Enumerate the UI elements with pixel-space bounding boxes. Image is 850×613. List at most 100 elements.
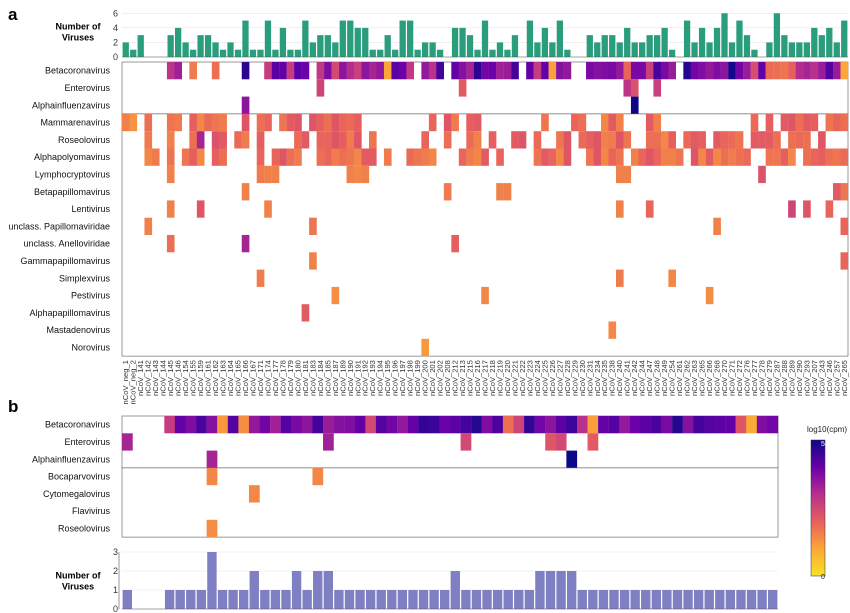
heatmap-a-cell (428, 113, 437, 132)
heatmap-a-cell (645, 113, 654, 132)
heatmap-a-cell (571, 113, 579, 132)
heatmap-b-cell (714, 416, 726, 434)
heatmap-a-cell (601, 113, 609, 132)
heatmap-a-cell (481, 148, 489, 166)
heatmap-a-cell (256, 269, 265, 287)
heatmap-a-cell (765, 148, 774, 166)
heatmap-a-cell (219, 113, 227, 132)
heatmap-a-cell (773, 62, 781, 80)
count-a-tick-label: 4 (113, 23, 118, 33)
heatmap-a-cell (294, 113, 302, 132)
heatmap-a-cell (144, 131, 153, 149)
sample-label: nCoV_216 (473, 360, 482, 396)
heatmap-a-cell (354, 113, 362, 132)
heatmap-b-cell (248, 416, 260, 434)
heatmap-a-cell (623, 62, 632, 80)
heatmap-b-cell (576, 416, 588, 434)
heatmap-a-cell (720, 62, 729, 80)
heatmap-a-cell (601, 131, 609, 149)
sample-label: nCoV_229 (570, 360, 579, 396)
count-b-bar (683, 590, 693, 609)
heatmap-a-cell (615, 113, 624, 132)
heatmap-a-cell (608, 62, 617, 80)
heatmap-a-cell (264, 62, 272, 80)
count-a-bar (736, 20, 743, 58)
legend-colorbar (810, 439, 826, 577)
count-a-bar (818, 35, 825, 57)
heatmap-a-cell (286, 113, 295, 132)
heatmap-b-cell (471, 416, 482, 434)
heatmap-a-cell (705, 62, 714, 80)
heatmap-a-cell (361, 165, 370, 184)
heatmap-a-cell (750, 62, 759, 80)
heatmap-a-cell (735, 131, 744, 149)
count-a-bar (399, 20, 406, 58)
count-a-tick-label: 2 (113, 37, 118, 47)
heatmap-a-cell (675, 148, 684, 166)
heatmap-b-cell (661, 416, 673, 434)
count-a-bar (362, 27, 369, 57)
sample-label: nCoV_290 (795, 360, 804, 396)
count-a-bar (654, 35, 661, 57)
sample-label: nCoV_262 (683, 360, 692, 396)
count-a-label-line1: Number of (56, 22, 102, 32)
heatmap-a-row-label: Alphapolyomavirus (34, 152, 111, 162)
heatmap-a-cell (473, 113, 482, 132)
count-b-bar (450, 571, 460, 609)
sample-label: nCoV_142 (144, 360, 153, 396)
count-a-bar (721, 13, 728, 58)
count-a-bar (197, 35, 204, 57)
heatmap-a-cell (241, 131, 250, 149)
count-a-bar (661, 27, 668, 57)
count-a-bar (713, 27, 721, 57)
heatmap-a-cell (825, 62, 834, 80)
count-a-bar (130, 49, 137, 57)
heatmap-a-cell (368, 148, 377, 166)
heatmap-a-cell (825, 200, 834, 218)
sample-label: nCoV_171 (256, 360, 265, 396)
heatmap-b-cell (291, 416, 303, 434)
heatmap-a-cell (286, 62, 295, 80)
heatmap-a-cell (324, 113, 332, 132)
count-b-bar (672, 590, 683, 609)
sample-label: nCoV_289 (787, 360, 796, 396)
heatmap-a-row-label: Roseolovirus (58, 135, 111, 145)
heatmap-a-cell (690, 62, 699, 80)
heatmap-b-cell (566, 450, 578, 468)
heatmap-a-cell (436, 62, 444, 80)
heatmap-a-cell (488, 62, 497, 80)
count-a-bar (526, 20, 534, 58)
heatmap-b-cell (756, 416, 768, 434)
sample-label: nCoV_257 (832, 360, 841, 396)
heatmap-a-cell (398, 62, 407, 80)
count-b-bar (630, 590, 640, 609)
count-a-bar (534, 42, 541, 57)
heatmap-a-cell (279, 148, 287, 166)
heatmap-a-cell (645, 148, 654, 166)
heatmap-b-cell (598, 416, 609, 434)
sample-label: nCoV_230 (578, 360, 587, 396)
heatmap-a-cell (129, 113, 138, 132)
heatmap-a-cell (166, 62, 175, 80)
heatmap-a-cell (196, 200, 205, 218)
heatmap-a-cell (174, 62, 183, 80)
sample-label: nCoV_272 (735, 360, 744, 396)
heatmap-a-cell (166, 148, 175, 166)
count-b-bar (566, 571, 577, 609)
count-a-bar (287, 49, 294, 57)
heatmap-b-cell (608, 416, 620, 434)
count-a-bar (796, 42, 803, 57)
heatmap-b-cell (566, 416, 578, 434)
heatmap-a-cell (698, 62, 706, 80)
heatmap-a-cell (301, 131, 310, 149)
heatmap-a-cell (541, 148, 549, 166)
heatmap-b-row-label: Betacoronavirus (45, 420, 111, 430)
count-a-bar (332, 42, 339, 57)
heatmap-b-row-label: Cytomegalovirus (43, 489, 111, 499)
heatmap-a-cell (660, 131, 669, 149)
sample-label: nCoV_248 (653, 360, 662, 396)
sample-label: nCoV_194 (376, 360, 385, 396)
count-a-bar (811, 27, 818, 57)
count-b-bar (376, 590, 386, 609)
heatmap-a-cell (211, 148, 220, 166)
